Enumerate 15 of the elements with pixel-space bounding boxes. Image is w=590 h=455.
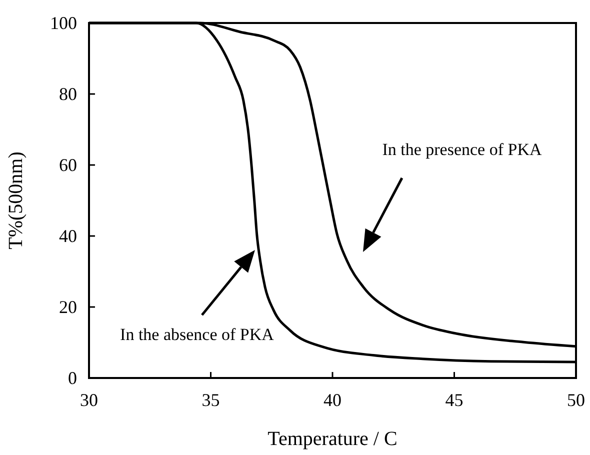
x-tick-label: 35 [202,390,220,410]
x-tick-label: 50 [567,390,585,410]
y-axis-title: T%(500nm) [5,152,27,250]
y-tick-label: 0 [68,368,77,388]
x-tick-label: 30 [80,390,98,410]
y-tick-label: 100 [50,13,77,33]
y-tick-label: 20 [59,297,77,317]
y-tick-label: 60 [59,155,77,175]
y-tick-label: 40 [59,226,77,246]
annotation: In the absence of PKA [120,325,275,344]
x-tick-label: 40 [324,390,342,410]
y-tick-label: 80 [59,84,77,104]
x-tick-label: 45 [445,390,464,410]
x-axis-title: Temperature / C [268,428,398,450]
annotation: In the presence of PKA [382,140,542,159]
